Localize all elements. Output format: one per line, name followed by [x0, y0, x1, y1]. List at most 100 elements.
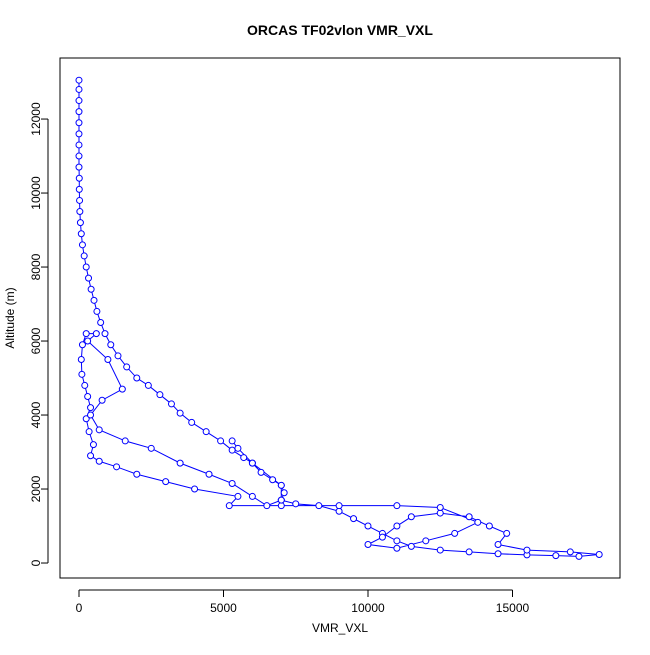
data-point: [240, 454, 248, 462]
data-point: [315, 502, 323, 510]
data-point: [147, 444, 155, 452]
data-point: [523, 546, 531, 554]
data-point: [87, 411, 95, 419]
y-tick-label: 0: [29, 559, 43, 566]
data-point: [234, 492, 242, 500]
data-point: [205, 470, 213, 478]
data-point: [87, 285, 95, 293]
data-point: [156, 391, 164, 399]
data-point: [77, 356, 85, 364]
data-point: [503, 529, 511, 537]
chart-title: ORCAS TF02vlon VMR_VXL: [247, 22, 433, 38]
data-point: [118, 385, 126, 393]
data-point: [98, 396, 106, 404]
data-point: [121, 437, 129, 445]
x-tick-label: 0: [76, 601, 83, 615]
data-point: [407, 513, 415, 521]
data-point: [85, 274, 93, 282]
data-point: [228, 479, 236, 487]
data-point: [595, 551, 603, 559]
data-point: [494, 541, 502, 549]
data-point: [277, 481, 285, 489]
data-point: [176, 459, 184, 467]
data-point: [393, 537, 401, 545]
data-point: [422, 537, 430, 545]
data-point: [228, 446, 236, 454]
y-tick-label: 8000: [29, 253, 43, 280]
data-point: [248, 492, 256, 500]
data-point: [84, 393, 92, 401]
data-point: [248, 459, 256, 467]
data-point: [81, 381, 89, 389]
data-point: [75, 85, 83, 93]
data-point: [378, 533, 386, 541]
data-point: [113, 463, 121, 471]
x-axis-label: VMR_VXL: [312, 621, 368, 635]
data-point: [393, 502, 401, 510]
data-point: [552, 552, 560, 560]
data-point: [87, 404, 95, 412]
data-point: [93, 307, 101, 315]
data-point: [465, 548, 473, 556]
data-point: [228, 437, 236, 445]
data-point: [95, 457, 103, 465]
data-line: [78, 80, 600, 557]
data-point: [485, 522, 493, 530]
data-point: [114, 352, 122, 360]
data-point: [217, 437, 225, 445]
data-point: [82, 330, 90, 338]
data-point: [167, 400, 175, 408]
data-point: [123, 363, 131, 371]
data-point: [225, 502, 233, 510]
data-point: [75, 130, 83, 138]
data-point: [75, 108, 83, 116]
data-point: [95, 426, 103, 434]
data-point: [75, 119, 83, 127]
data-point: [350, 515, 358, 523]
data-point: [436, 546, 444, 554]
data-point: [77, 230, 85, 238]
x-tick-label: 15000: [496, 601, 530, 615]
data-point: [364, 522, 372, 530]
data-point: [234, 444, 242, 452]
data-point: [202, 428, 210, 436]
y-tick-label: 4000: [29, 401, 43, 428]
data-point: [474, 518, 482, 526]
data-point: [82, 415, 90, 423]
x-tick-label: 5000: [210, 601, 237, 615]
data-point: [75, 174, 83, 182]
data-point: [76, 208, 84, 216]
y-tick-label: 12000: [29, 102, 43, 136]
data-point: [451, 529, 459, 537]
data-point: [78, 341, 86, 349]
data-point: [144, 381, 152, 389]
data-point: [269, 476, 277, 484]
data-point: [280, 489, 288, 497]
data-point: [75, 141, 83, 149]
data-point: [257, 468, 265, 476]
data-point: [104, 356, 112, 364]
data-point: [78, 370, 86, 378]
data-point: [407, 542, 415, 550]
data-point: [76, 219, 84, 227]
x-tick-label: 10000: [351, 601, 385, 615]
data-point: [566, 548, 574, 556]
data-point: [191, 485, 199, 493]
data-point: [176, 409, 184, 417]
data-point: [97, 319, 105, 327]
data-point: [101, 330, 109, 338]
plot-frame: [59, 57, 621, 579]
data-point: [393, 522, 401, 530]
data-point: [75, 152, 83, 160]
data-point: [90, 296, 98, 304]
data-point: [465, 513, 473, 521]
data-point: [107, 341, 115, 349]
y-tick-label: 10000: [29, 176, 43, 210]
data-point: [292, 500, 300, 508]
data-point: [263, 502, 271, 510]
data-point: [75, 163, 83, 171]
data-point: [78, 241, 86, 249]
data-point: [84, 337, 92, 345]
data-point: [364, 541, 372, 549]
